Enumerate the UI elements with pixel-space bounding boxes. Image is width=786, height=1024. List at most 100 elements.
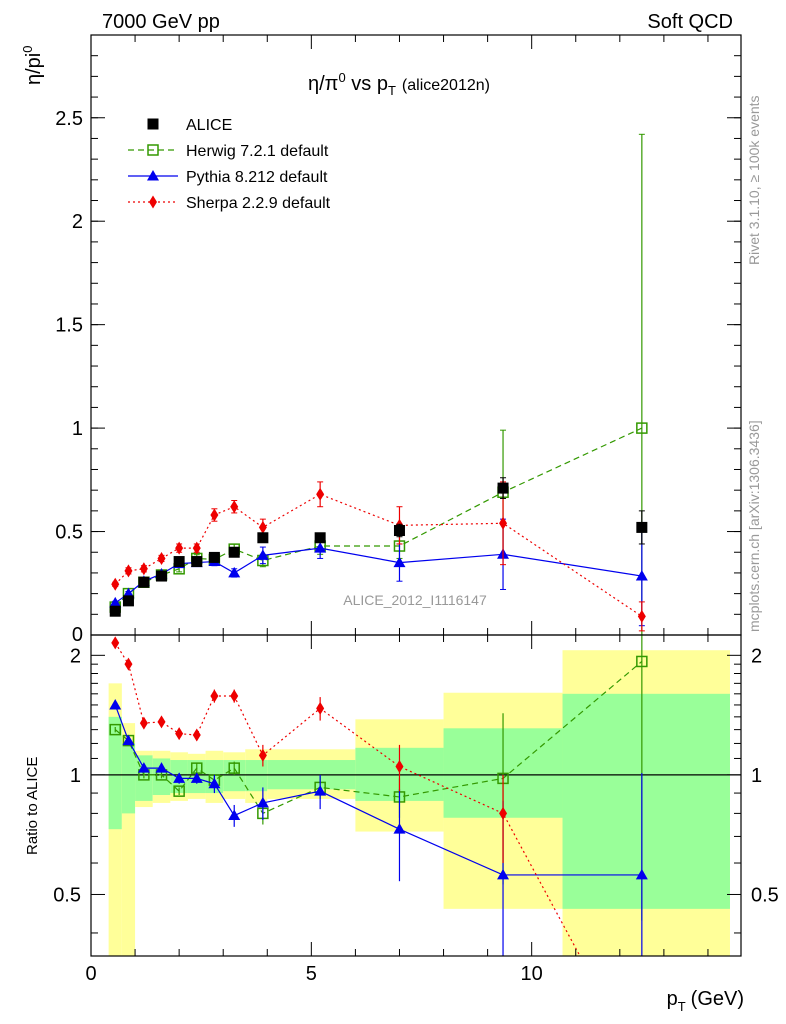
ratio-point xyxy=(395,759,404,773)
x-axis-label-subscript: T xyxy=(678,999,686,1014)
category-label: Soft QCD xyxy=(647,11,733,33)
y-tick-label: 2.5 xyxy=(55,108,83,130)
y-axis-label: η/pi0 xyxy=(20,46,45,85)
ratio-point xyxy=(635,868,648,880)
ratio-point xyxy=(230,689,239,703)
ratio-point xyxy=(636,655,648,668)
data-point xyxy=(210,508,219,522)
legend-marker-herwig-7-2-1-default xyxy=(147,144,159,156)
data-point xyxy=(139,562,148,576)
data-point xyxy=(499,516,508,530)
x-axis-label: pT (GeV) xyxy=(667,988,744,1014)
title-main: η/π xyxy=(308,73,338,95)
data-point xyxy=(156,570,168,582)
ratio-point xyxy=(124,657,133,671)
x-tick-label: 5 xyxy=(306,963,317,985)
legend-label-pythia-8-212-default: Pythia 8.212 default xyxy=(186,169,328,186)
ratio-point xyxy=(139,716,148,730)
data-point xyxy=(228,566,241,578)
legend: ALICE Herwig 7.2.1 default Pythia 8.212 de… xyxy=(128,117,331,212)
ratio-tick-label: 2 xyxy=(70,645,81,667)
ratio-point xyxy=(316,701,325,715)
data-point xyxy=(175,541,184,555)
main-plot-panel: 0.5 1 1.5 2 2.5 0 xyxy=(55,34,742,646)
title-analysis: (alice2012n) xyxy=(402,77,490,94)
y-axis-label-main: η/pi xyxy=(23,53,45,85)
ratio-point xyxy=(137,762,150,773)
x-tick-label: 0 xyxy=(85,963,96,985)
y-tick-label: 1 xyxy=(72,418,83,440)
legend-marker-alice xyxy=(147,118,159,130)
rivet-version-label: Rivet 3.1.10, ≥ 100k events xyxy=(746,95,762,265)
y-tick-label: 2 xyxy=(72,211,83,233)
ratio-axis-label: Ratio to ALICE xyxy=(24,757,41,855)
ratio-tick-label-right: 1 xyxy=(751,765,762,787)
legend-marker-pythia-8-212-default xyxy=(147,170,159,181)
series-alice xyxy=(109,477,648,617)
ratio-point xyxy=(190,772,203,783)
legend-entry-herwig-7-2-1-default: Herwig 7.2.1 default xyxy=(128,143,329,160)
ratio-point xyxy=(228,762,240,774)
mcplots-credit-label: mcplots.cern.ch [arXiv:1306.3436] xyxy=(746,420,762,632)
data-point xyxy=(257,532,269,544)
y-axis-label-superscript: 0 xyxy=(20,46,35,53)
ratio-point xyxy=(256,796,269,808)
data-point xyxy=(192,541,201,555)
data-point xyxy=(497,482,509,494)
legend-entry-sherpa-2-2-9-default: Sherpa 2.2.9 default xyxy=(128,195,331,212)
title-subscript: T xyxy=(388,83,396,98)
legend-entry-alice: ALICE xyxy=(147,117,232,134)
y-tick-label-zero: 0 xyxy=(72,624,83,646)
ratio-point xyxy=(173,772,186,783)
data-point xyxy=(636,422,648,434)
data-point xyxy=(635,570,648,581)
data-point xyxy=(228,546,240,558)
ratio-point xyxy=(192,728,201,742)
ratio-point xyxy=(157,715,166,729)
ratio-tick-label: 1 xyxy=(70,765,81,787)
data-point xyxy=(109,605,121,617)
ratio-tick-label: 0.5 xyxy=(53,884,81,906)
ratio-point xyxy=(122,734,135,746)
x-axis-label-main: p xyxy=(667,988,678,1010)
ratio-point xyxy=(155,762,168,773)
legend-label-herwig-7-2-1-default: Herwig 7.2.1 default xyxy=(186,143,329,160)
ratio-series-pythia-8-212-default xyxy=(109,698,648,956)
ratio-point xyxy=(210,689,219,703)
x-axis-label-unit: (GeV) xyxy=(691,988,744,1010)
ratio-plot-frame xyxy=(90,634,742,957)
data-point xyxy=(637,609,646,623)
legend-label-sherpa-2-2-9-default: Sherpa 2.2.9 default xyxy=(186,195,331,212)
ratio-point xyxy=(173,785,185,797)
data-point xyxy=(138,576,150,588)
ratio-point xyxy=(258,748,267,762)
y-tick-label: 0.5 xyxy=(55,522,83,544)
x-tick-label: 10 xyxy=(521,963,543,985)
data-point xyxy=(111,577,120,591)
data-point xyxy=(314,542,327,553)
ratio-band-inner xyxy=(121,743,136,814)
ratio-series-sherpa-2-2-9-default xyxy=(111,636,581,956)
ratio-point xyxy=(499,806,508,820)
data-point xyxy=(393,525,405,537)
data-point xyxy=(124,564,133,578)
ratio-band-inner xyxy=(108,716,122,830)
ratio-plot-panel: 0.5 0.5 1 1 2 2 0 5 10 xyxy=(53,634,779,985)
data-point xyxy=(122,595,134,607)
y-tick-label: 1.5 xyxy=(55,315,83,337)
chart-title: η/π0 vs pT (alice2012n) xyxy=(308,70,490,98)
data-point xyxy=(230,500,239,514)
ratio-point xyxy=(109,698,122,710)
title-superscript: 0 xyxy=(338,70,345,85)
ratio-point xyxy=(175,727,184,741)
ratio-point xyxy=(208,777,221,789)
data-point xyxy=(314,532,326,544)
ratio-tick-label-right: 0.5 xyxy=(751,884,779,906)
ratio-point xyxy=(111,636,120,650)
data-point xyxy=(316,487,325,501)
ratio-band-inner xyxy=(562,693,730,909)
data-point xyxy=(258,520,267,534)
legend-marker-sherpa-2-2-9-default xyxy=(149,195,157,209)
data-point xyxy=(256,549,269,560)
